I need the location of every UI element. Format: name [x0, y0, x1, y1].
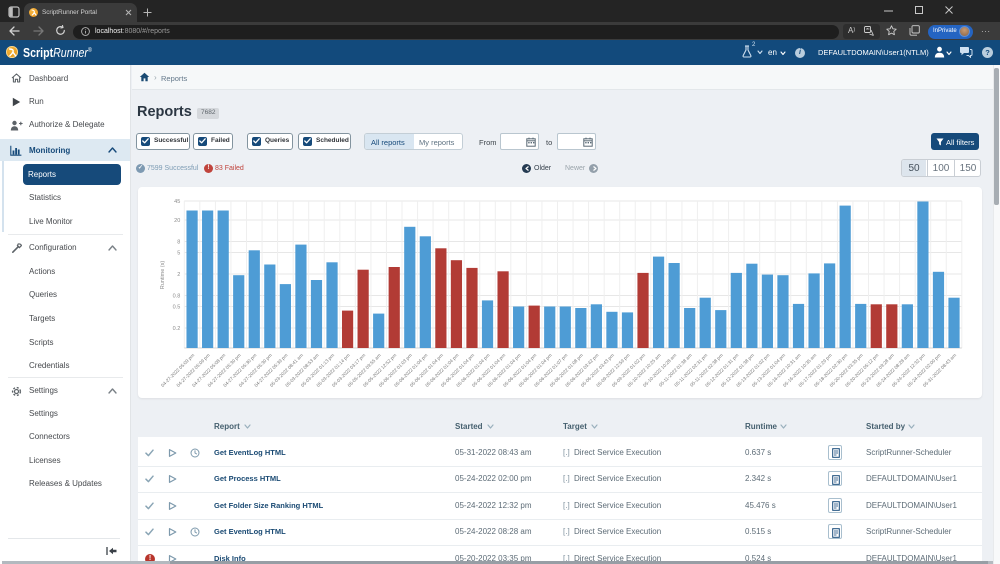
- svg-text:5: 5: [177, 250, 180, 256]
- svg-text:0.5: 0.5: [173, 304, 181, 310]
- svg-text:Runtime (s): Runtime (s): [160, 261, 166, 290]
- svg-text:0.2: 0.2: [173, 326, 181, 332]
- svg-text:8: 8: [177, 239, 180, 245]
- svg-text:20: 20: [174, 218, 180, 224]
- svg-text:0.8: 0.8: [173, 293, 181, 299]
- svg-text:2: 2: [177, 272, 180, 278]
- svg-text:45: 45: [174, 199, 180, 205]
